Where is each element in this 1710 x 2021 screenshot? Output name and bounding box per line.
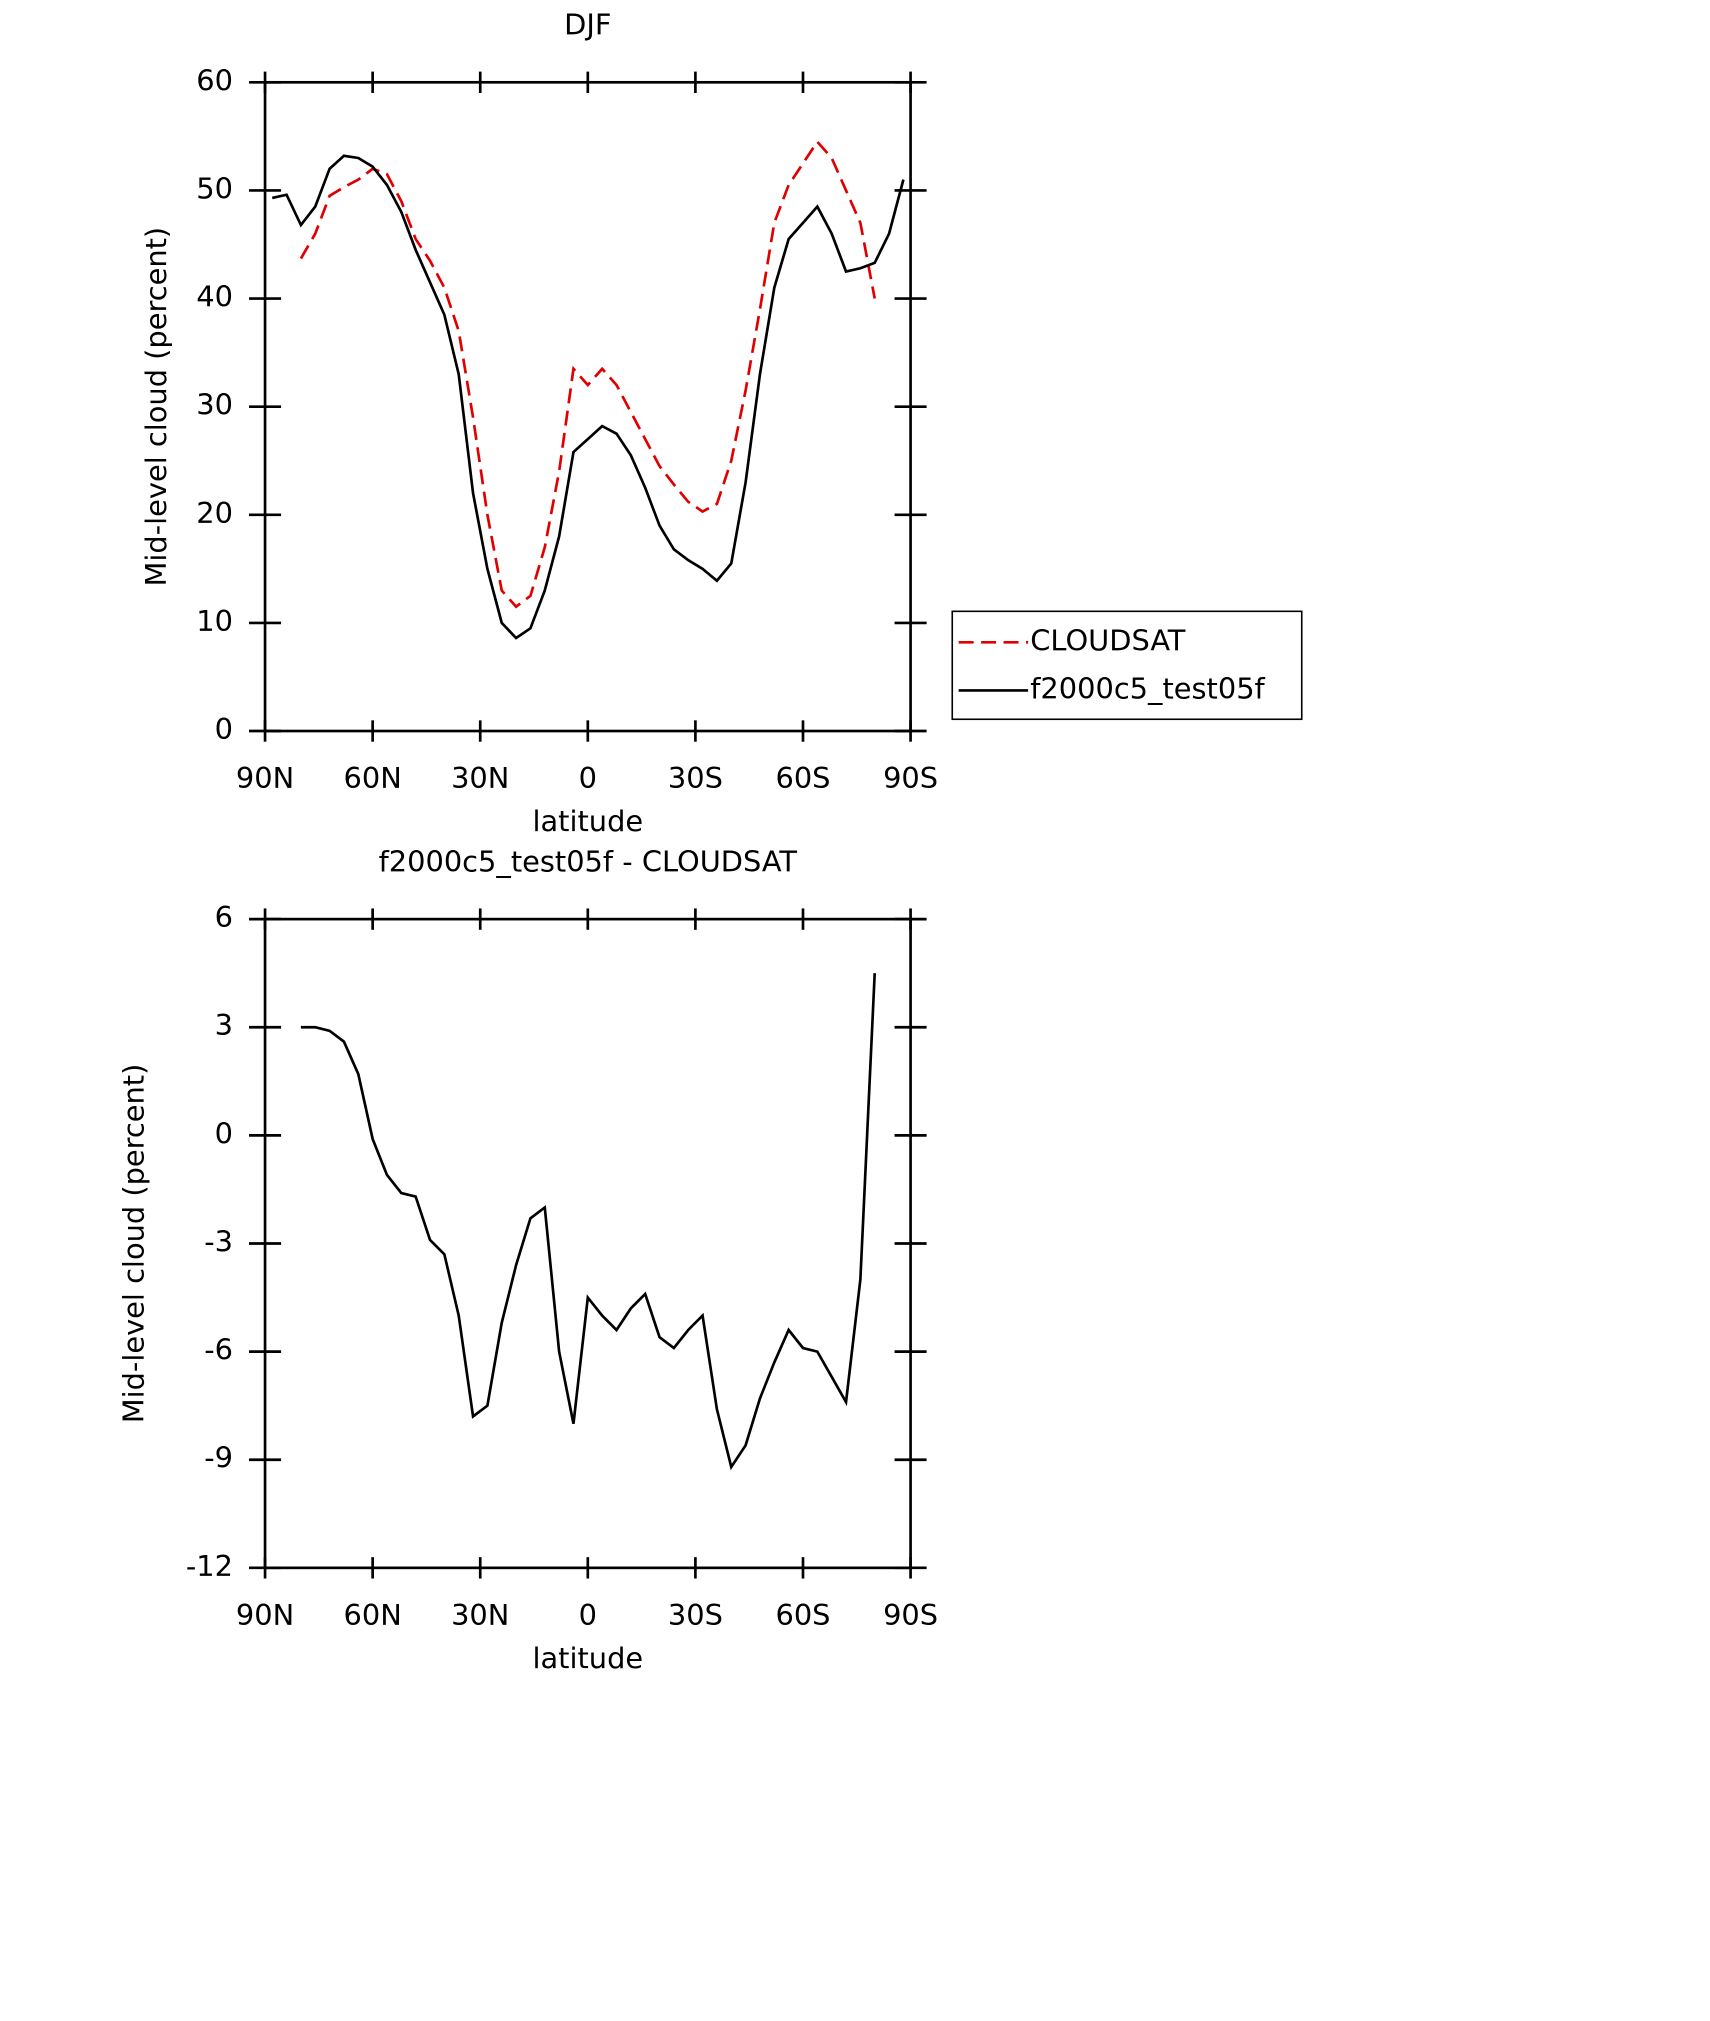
y-tick-label: 6 <box>215 900 233 934</box>
y-tick-label: 60 <box>196 63 233 97</box>
series-line <box>300 973 877 1471</box>
x-tick-label: 60N <box>343 761 401 795</box>
x-tick-label: 60S <box>775 1598 830 1632</box>
x-tick-label: 30N <box>451 761 509 795</box>
legend-box <box>951 610 1303 721</box>
x-tick-label: 90S <box>883 761 938 795</box>
x-tick-label: 90N <box>236 1598 294 1632</box>
y-axis-label: Mid-level cloud (percent) <box>117 1064 151 1424</box>
y-tick-label: -6 <box>204 1333 233 1367</box>
x-tick-label: 0 <box>579 1598 597 1632</box>
plot-frame <box>263 80 912 733</box>
series-line <box>299 139 877 609</box>
y-tick-label: 3 <box>215 1008 233 1042</box>
y-tick-label: 30 <box>196 388 233 422</box>
y-tick-label: 20 <box>196 496 233 530</box>
y-tick-label: -12 <box>186 1549 233 1583</box>
x-tick-label: 30S <box>668 1598 723 1632</box>
series-line <box>271 154 905 640</box>
y-tick-label: 0 <box>215 712 233 746</box>
chart-title: DJF <box>564 8 611 42</box>
legend-label: CLOUDSAT <box>1030 623 1186 657</box>
y-tick-label: 50 <box>196 171 233 205</box>
x-tick-label: 0 <box>579 761 597 795</box>
plot-frame <box>263 917 912 1570</box>
x-tick-label: 30N <box>451 1598 509 1632</box>
y-tick-label: -3 <box>204 1224 233 1258</box>
x-axis-label: latitude <box>532 1641 643 1675</box>
y-tick-label: 10 <box>196 604 233 638</box>
x-axis-label: latitude <box>532 804 643 838</box>
y-tick-label: -9 <box>204 1441 233 1475</box>
x-tick-label: 60N <box>343 1598 401 1632</box>
chart-title: f2000c5_test05f - CLOUDSAT <box>379 845 798 879</box>
y-axis-label: Mid-level cloud (percent) <box>139 227 173 587</box>
y-tick-label: 40 <box>196 280 233 314</box>
x-tick-label: 60S <box>775 761 830 795</box>
x-tick-label: 90N <box>236 761 294 795</box>
legend-label: f2000c5_test05f <box>1030 671 1265 705</box>
y-tick-label: 0 <box>215 1116 233 1150</box>
x-tick-label: 90S <box>883 1598 938 1632</box>
x-tick-label: 30S <box>668 761 723 795</box>
